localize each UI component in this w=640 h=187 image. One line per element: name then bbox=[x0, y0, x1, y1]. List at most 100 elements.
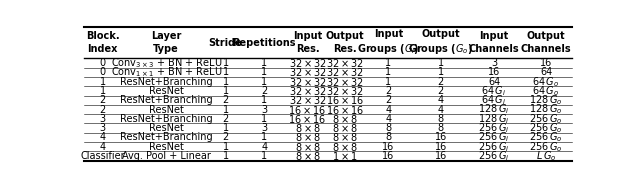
Text: 16: 16 bbox=[435, 151, 447, 161]
Text: $256\,G_i$: $256\,G_i$ bbox=[478, 149, 510, 163]
Text: $256\,G_o$: $256\,G_o$ bbox=[529, 140, 563, 154]
Text: 1: 1 bbox=[223, 67, 228, 77]
Text: 1: 1 bbox=[261, 77, 268, 87]
Text: 8: 8 bbox=[385, 123, 392, 133]
Text: ResNet+Branching: ResNet+Branching bbox=[120, 95, 212, 105]
Text: 4: 4 bbox=[385, 114, 392, 124]
Text: Classifier: Classifier bbox=[80, 151, 125, 161]
Text: 4: 4 bbox=[438, 95, 444, 105]
Text: 64: 64 bbox=[540, 67, 552, 77]
Text: 8: 8 bbox=[438, 123, 444, 133]
Text: 1: 1 bbox=[223, 142, 228, 152]
Text: 1: 1 bbox=[261, 114, 268, 124]
Text: $L\,G_o$: $L\,G_o$ bbox=[536, 149, 556, 163]
Text: 1: 1 bbox=[223, 77, 228, 87]
Text: $64\,G_i$: $64\,G_i$ bbox=[481, 93, 507, 107]
Text: 4: 4 bbox=[385, 105, 392, 115]
Text: Output
Groups ($G_o$): Output Groups ($G_o$) bbox=[408, 29, 473, 56]
Text: 0: 0 bbox=[99, 58, 106, 68]
Text: 3: 3 bbox=[261, 105, 268, 115]
Text: 1: 1 bbox=[261, 67, 268, 77]
Text: 0: 0 bbox=[99, 67, 106, 77]
Text: 1: 1 bbox=[223, 123, 228, 133]
Text: $32 \times 32$: $32 \times 32$ bbox=[326, 85, 364, 97]
Text: 3: 3 bbox=[99, 123, 106, 133]
Text: 2: 2 bbox=[222, 114, 228, 124]
Text: $256\,G_o$: $256\,G_o$ bbox=[529, 121, 563, 135]
Text: $16 \times 16$: $16 \times 16$ bbox=[289, 113, 326, 125]
Text: 1: 1 bbox=[99, 77, 106, 87]
Text: $128\,G_i$: $128\,G_i$ bbox=[478, 112, 510, 126]
Text: 4: 4 bbox=[261, 142, 268, 152]
Text: 1: 1 bbox=[261, 58, 268, 68]
Text: Stride: Stride bbox=[209, 38, 243, 48]
Text: $1 \times 1$: $1 \times 1$ bbox=[332, 150, 357, 162]
Text: Output
Channels: Output Channels bbox=[521, 31, 572, 54]
Text: Input
Res.: Input Res. bbox=[293, 31, 322, 54]
Text: $128\,G_o$: $128\,G_o$ bbox=[529, 93, 563, 107]
Text: 2: 2 bbox=[261, 86, 268, 96]
Text: $16 \times 16$: $16 \times 16$ bbox=[326, 104, 364, 116]
Text: 1: 1 bbox=[261, 151, 268, 161]
Text: Block.
Index: Block. Index bbox=[86, 31, 120, 54]
Text: Input
Groups ($G_i$): Input Groups ($G_i$) bbox=[357, 29, 420, 56]
Text: $8 \times 8$: $8 \times 8$ bbox=[332, 141, 358, 153]
Text: $32 \times 32$: $32 \times 32$ bbox=[289, 66, 326, 78]
Text: 1: 1 bbox=[223, 151, 228, 161]
Text: Conv$_{1\times1}$ + BN + ReLU: Conv$_{1\times1}$ + BN + ReLU bbox=[111, 65, 222, 79]
Text: 8: 8 bbox=[438, 114, 444, 124]
Text: 1: 1 bbox=[438, 58, 444, 68]
Text: $128\,G_o$: $128\,G_o$ bbox=[529, 103, 563, 117]
Text: $64\,G_o$: $64\,G_o$ bbox=[532, 84, 560, 98]
Text: 64: 64 bbox=[488, 77, 500, 87]
Text: 2: 2 bbox=[385, 95, 392, 105]
Text: ResNet: ResNet bbox=[148, 123, 184, 133]
Text: 1: 1 bbox=[261, 132, 268, 142]
Text: Conv$_{3\times3}$ + BN + ReLU: Conv$_{3\times3}$ + BN + ReLU bbox=[111, 56, 222, 70]
Text: 2: 2 bbox=[438, 86, 444, 96]
Text: 2: 2 bbox=[222, 95, 228, 105]
Text: ResNet+Branching: ResNet+Branching bbox=[120, 132, 212, 142]
Text: Layer
Type: Layer Type bbox=[151, 31, 181, 54]
Text: $8 \times 8$: $8 \times 8$ bbox=[332, 113, 358, 125]
Text: $8 \times 8$: $8 \times 8$ bbox=[294, 131, 321, 143]
Text: 1: 1 bbox=[385, 67, 392, 77]
Text: $16 \times 16$: $16 \times 16$ bbox=[289, 104, 326, 116]
Text: 4: 4 bbox=[438, 105, 444, 115]
Text: 16: 16 bbox=[382, 151, 394, 161]
Text: 3: 3 bbox=[261, 123, 268, 133]
Text: Input
Channels: Input Channels bbox=[469, 31, 520, 54]
Text: $256\,G_o$: $256\,G_o$ bbox=[529, 131, 563, 144]
Text: Repetitions: Repetitions bbox=[232, 38, 296, 48]
Text: $64\,G_o$: $64\,G_o$ bbox=[532, 75, 560, 89]
Text: ResNet: ResNet bbox=[148, 86, 184, 96]
Text: 1: 1 bbox=[261, 95, 268, 105]
Text: 3: 3 bbox=[491, 58, 497, 68]
Text: $256\,G_i$: $256\,G_i$ bbox=[478, 121, 510, 135]
Text: $256\,G_o$: $256\,G_o$ bbox=[529, 112, 563, 126]
Text: ResNet: ResNet bbox=[148, 142, 184, 152]
Text: $64\,G_i$: $64\,G_i$ bbox=[481, 84, 507, 98]
Text: ResNet+Branching: ResNet+Branching bbox=[120, 77, 212, 87]
Text: $32 \times 32$: $32 \times 32$ bbox=[326, 66, 364, 78]
Text: 16: 16 bbox=[435, 142, 447, 152]
Text: $256\,G_i$: $256\,G_i$ bbox=[478, 140, 510, 154]
Text: $8 \times 8$: $8 \times 8$ bbox=[294, 141, 321, 153]
Text: $16 \times 16$: $16 \times 16$ bbox=[326, 94, 364, 106]
Text: $32 \times 32$: $32 \times 32$ bbox=[326, 76, 364, 88]
Text: 8: 8 bbox=[385, 132, 392, 142]
Text: 1: 1 bbox=[385, 77, 392, 87]
Text: 3: 3 bbox=[99, 114, 106, 124]
Text: 2: 2 bbox=[99, 95, 106, 105]
Text: 16: 16 bbox=[488, 67, 500, 77]
Text: $32 \times 32$: $32 \times 32$ bbox=[289, 76, 326, 88]
Text: 1: 1 bbox=[99, 86, 106, 96]
Text: $256\,G_i$: $256\,G_i$ bbox=[478, 131, 510, 144]
Text: 1: 1 bbox=[223, 58, 228, 68]
Text: 1: 1 bbox=[385, 58, 392, 68]
Text: $32 \times 32$: $32 \times 32$ bbox=[326, 57, 364, 69]
Text: $32 \times 32$: $32 \times 32$ bbox=[289, 57, 326, 69]
Text: 16: 16 bbox=[435, 132, 447, 142]
Text: 1: 1 bbox=[223, 105, 228, 115]
Text: 16: 16 bbox=[382, 142, 394, 152]
